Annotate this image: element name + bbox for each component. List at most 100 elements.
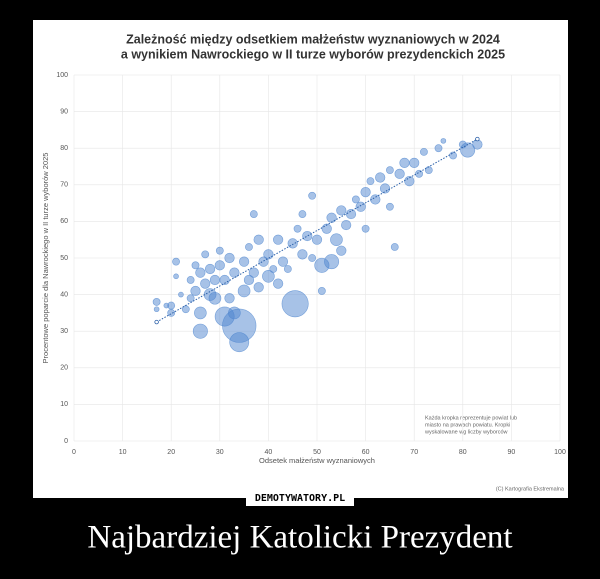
bubble (209, 274, 221, 286)
bubble (186, 276, 195, 284)
bubble (415, 169, 423, 178)
bubble (214, 260, 225, 271)
watermark: DEMOTYWATORY.PL (255, 493, 345, 504)
bubble (200, 278, 211, 289)
note: wyskalowane wg liczby wyborców (424, 429, 508, 435)
credit: (C) Kartografia Ekstremalna (496, 486, 565, 492)
y-tick-label: 40 (60, 291, 68, 298)
trend-end (154, 319, 159, 325)
y-tick-label: 50 (60, 255, 68, 262)
bubble (229, 332, 250, 353)
trend-end (475, 136, 480, 142)
bubble (394, 168, 405, 179)
bubble (355, 201, 366, 212)
bubble (248, 267, 259, 278)
bubble (297, 249, 308, 260)
bubble (204, 263, 216, 275)
bubble (243, 274, 255, 286)
bubble (409, 157, 420, 168)
bubble (324, 254, 340, 270)
bubble (167, 308, 176, 317)
bubble (375, 172, 386, 183)
bubble (449, 151, 457, 160)
bubble (263, 249, 274, 260)
bubble (345, 208, 357, 220)
bubble (336, 205, 347, 216)
bubble (308, 191, 317, 200)
bubble (281, 290, 309, 318)
x-tick-label: 40 (265, 449, 273, 456)
bubble (249, 210, 258, 218)
bubble (361, 224, 370, 233)
y-tick-label: 20 (60, 365, 68, 372)
chart-title: a wynikiem Nawrockiego w II turze wyboró… (121, 47, 505, 61)
bubble (317, 287, 326, 295)
bubble (298, 210, 307, 218)
bubble (341, 219, 352, 231)
bubble (178, 291, 184, 298)
x-tick-label: 60 (362, 449, 370, 456)
bubble (424, 166, 433, 175)
x-tick-label: 70 (410, 449, 418, 456)
y-tick-label: 90 (60, 108, 68, 115)
bubble (229, 267, 240, 278)
bubble (420, 147, 428, 156)
bubble (370, 194, 381, 205)
bubble (330, 233, 343, 246)
note: Każda kropka reprezentuje powiat lub (425, 415, 517, 421)
bubble (287, 238, 298, 249)
bubble (385, 166, 394, 175)
chart-title: Zależność między odsetkiem małżeństw wyz… (126, 32, 500, 46)
bubble (366, 177, 375, 186)
bubble (273, 278, 284, 289)
bubble (379, 183, 391, 194)
bubble (253, 234, 264, 245)
bubble (434, 144, 443, 153)
bubble (253, 282, 264, 293)
caption: Najbardziej Katolicki Prezydent (87, 520, 512, 556)
bubble (293, 224, 302, 233)
bubble (201, 250, 210, 259)
bubble (195, 267, 206, 278)
bubble (245, 243, 253, 251)
y-tick-label: 30 (60, 328, 68, 335)
bubble (385, 202, 394, 211)
bubble (192, 323, 208, 339)
bubble (190, 285, 201, 297)
x-tick-label: 20 (167, 449, 175, 456)
x-tick-label: 100 (554, 449, 566, 456)
bubble (173, 273, 179, 280)
bubble (302, 230, 313, 242)
x-tick-label: 50 (313, 449, 321, 456)
bubble (208, 291, 222, 305)
y-tick-label: 80 (60, 145, 68, 152)
x-tick-label: 30 (216, 449, 224, 456)
bubble (269, 265, 278, 273)
y-tick-label: 100 (56, 72, 68, 79)
bubble (167, 301, 176, 310)
bubble (277, 256, 289, 267)
bubble (440, 138, 447, 144)
bubble (172, 257, 180, 266)
watermark-box (246, 489, 354, 506)
bubble (194, 306, 207, 320)
y-tick-label: 0 (64, 438, 68, 445)
bubble (152, 298, 161, 306)
bubble (360, 187, 371, 198)
x-axis-label: Odsetek małżeństw wyznaniowych (259, 456, 375, 465)
bubble (283, 265, 292, 273)
x-tick-label: 90 (508, 449, 516, 456)
plot: 0 10 20 30 40 50 60 70 80 90 100 0 10 20 30 40 50 60 70 80 9… (56, 72, 566, 456)
bubble (399, 157, 410, 168)
x-tick-label: 10 (119, 449, 127, 456)
bubble (224, 293, 235, 304)
bubble (390, 243, 399, 251)
bubble (326, 212, 337, 223)
bubble (308, 254, 317, 262)
bubble (224, 252, 235, 264)
y-axis-label: Procentowe poparcie dla Nawrockiego w II… (41, 153, 50, 364)
bubble (153, 306, 160, 313)
bubble (311, 234, 323, 245)
